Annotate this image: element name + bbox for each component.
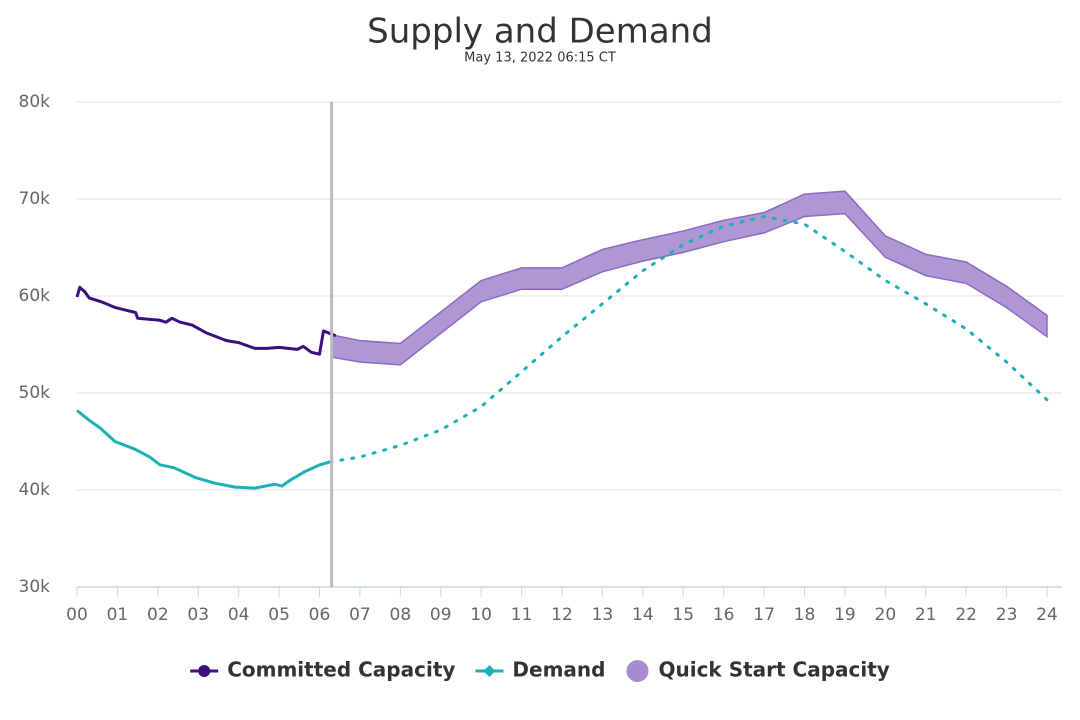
x-tick-label: 11	[511, 605, 533, 625]
x-tick-label: 04	[228, 605, 250, 625]
legend-label: Quick Start Capacity	[658, 658, 889, 682]
y-tick-label: 50k	[19, 383, 51, 403]
x-tick-label: 06	[309, 605, 331, 625]
legend-marker	[626, 660, 649, 682]
x-tick-label: 10	[470, 605, 492, 625]
x-tick-label: 24	[1036, 605, 1058, 625]
grid: 30k 40k 50k 60k 70k 80k 00 01 02 03 04 05 06 07 08 09 10…	[19, 92, 1062, 625]
legend-marker	[198, 665, 211, 677]
y-tick-label: 70k	[19, 189, 51, 209]
quick-start-band	[330, 190, 1048, 366]
x-tick-label: 13	[592, 605, 614, 625]
y-tick-label: 40k	[19, 480, 51, 500]
x-tick-label: 17	[753, 605, 775, 625]
x-tick-label: 14	[632, 605, 654, 625]
x-tick-label: 20	[875, 605, 897, 625]
x-tick-label: 09	[430, 605, 452, 625]
x-tick-label: 21	[915, 605, 937, 625]
y-tick-label: 80k	[19, 92, 51, 112]
chart-subtitle: May 13, 2022 06:15 CT	[464, 51, 616, 66]
x-tick-label: 01	[107, 605, 129, 625]
series-line	[75, 285, 337, 356]
x-tick-label: 18	[794, 605, 816, 625]
x-tick-label: 08	[390, 605, 412, 625]
legend: Committed Capacity Demand Quick Start Capa…	[190, 658, 890, 682]
plot-area	[75, 102, 1049, 587]
x-tick-label: 02	[147, 605, 169, 625]
series-line	[76, 409, 331, 490]
x-tick-label: 15	[672, 605, 694, 625]
x-tick-label: 19	[834, 605, 856, 625]
chart-title: Supply and Demand	[367, 12, 713, 52]
legend-marker	[483, 665, 496, 677]
x-tick-label: 00	[66, 605, 88, 625]
legend-label: Committed Capacity	[227, 658, 455, 682]
legend-label: Demand	[512, 658, 605, 682]
x-tick-label: 22	[955, 605, 977, 625]
demand-forecast-line	[328, 214, 1049, 464]
y-tick-label: 30k	[19, 577, 51, 597]
x-tick-label: 05	[268, 605, 290, 625]
x-tick-label: 23	[996, 605, 1018, 625]
y-tick-label: 60k	[19, 286, 51, 306]
x-tick-label: 07	[349, 605, 371, 625]
x-tick-label: 03	[187, 605, 209, 625]
x-tick-label: 16	[713, 605, 735, 625]
x-tick-label: 12	[551, 605, 573, 625]
